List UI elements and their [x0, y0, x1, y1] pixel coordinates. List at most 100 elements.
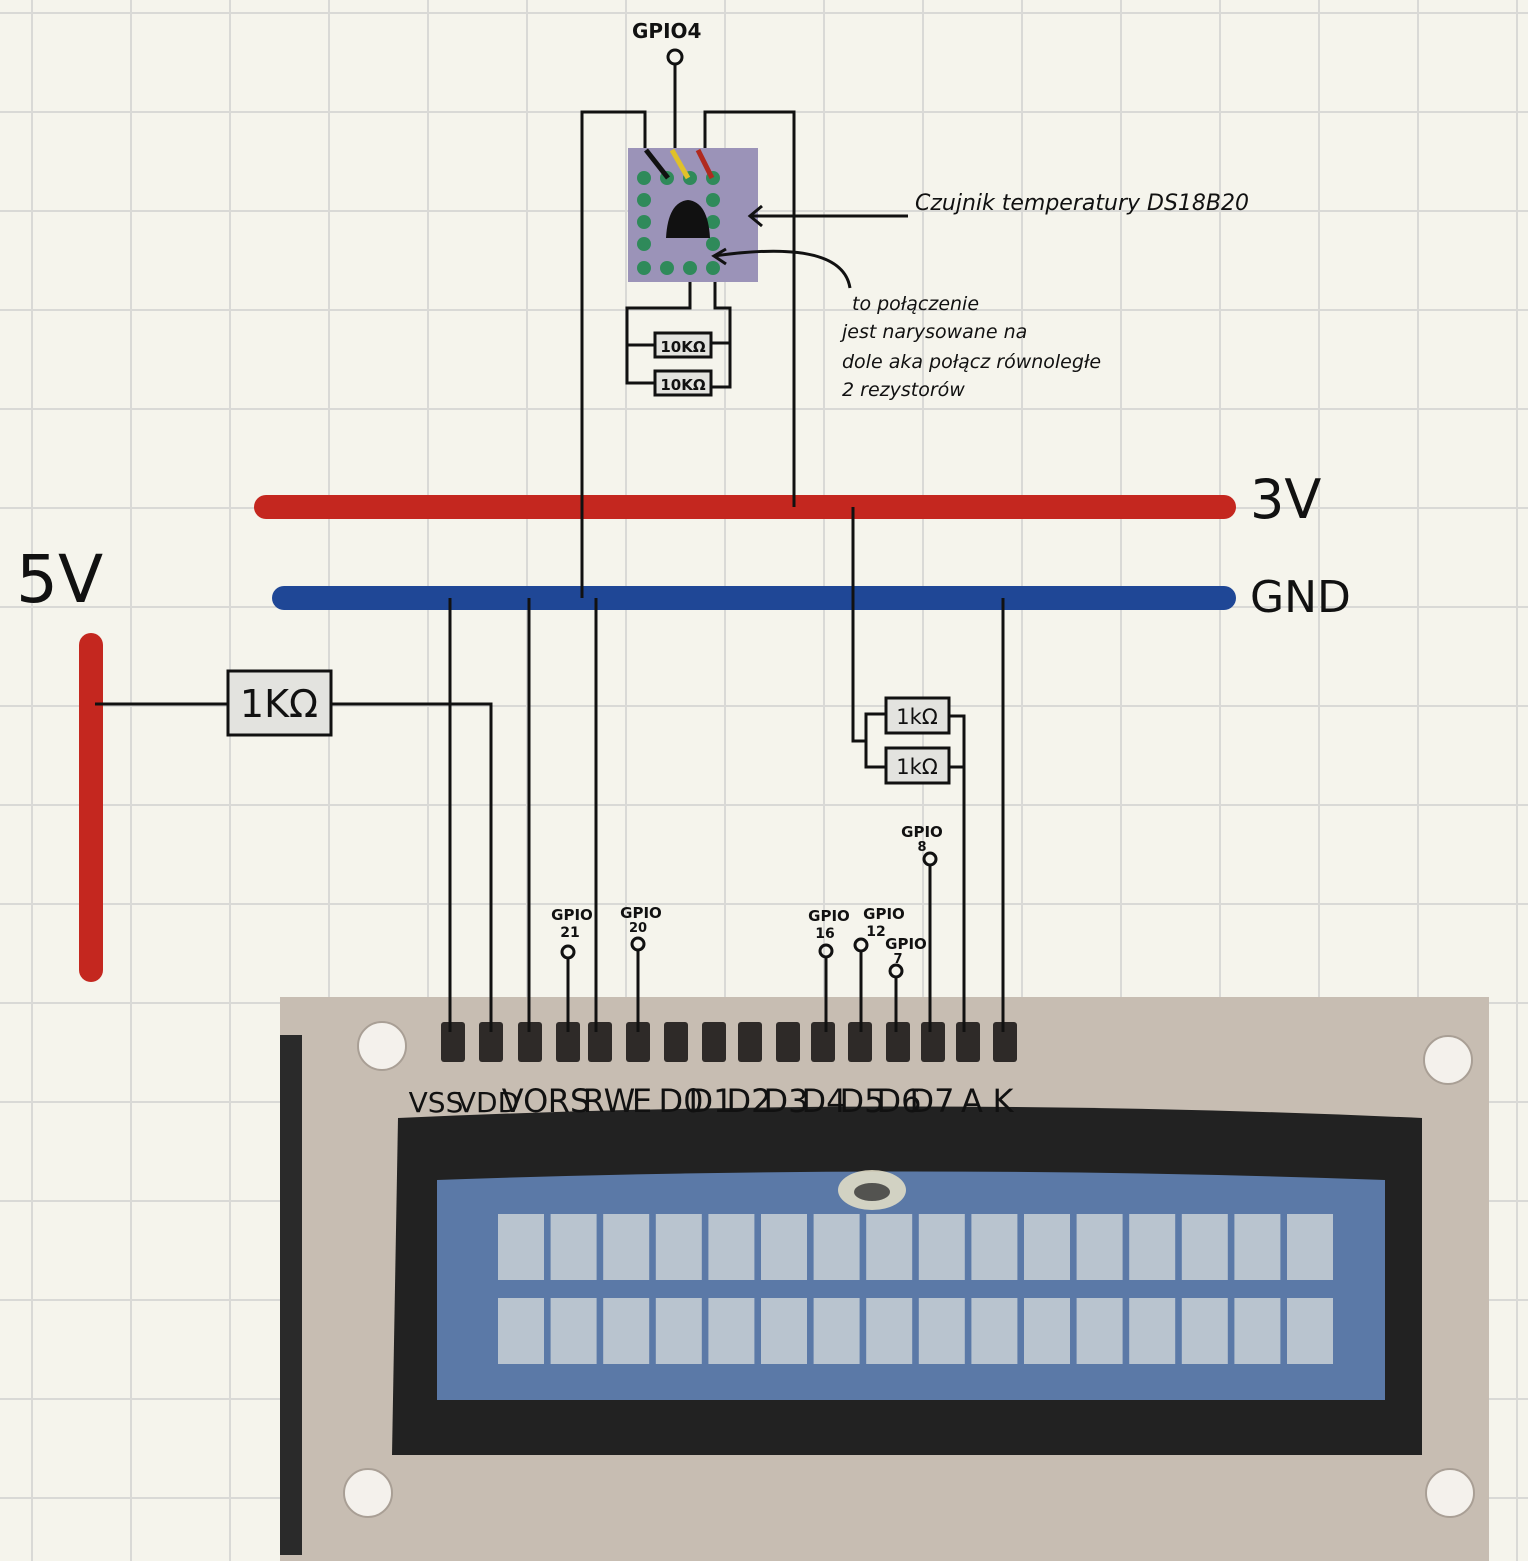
lcd-cell: [1287, 1298, 1333, 1364]
sensor-board-hole: [660, 261, 674, 275]
lcd-cell: [1024, 1214, 1070, 1280]
gpio-e-label-2: 20: [629, 921, 647, 936]
lcd-cell: [971, 1214, 1018, 1280]
sensor-board-hole: [683, 261, 697, 275]
pin-label-vdd: VDD: [457, 1086, 519, 1119]
gpio-d4: GPIO 16: [808, 907, 850, 959]
mount-hole-tl: [357, 1021, 407, 1071]
lcd-cell: [550, 1214, 597, 1280]
lcd-cell: [866, 1298, 913, 1364]
sensor-board-hole: [637, 237, 651, 251]
note-arrow: [713, 249, 852, 289]
sensor-board-hole: [706, 193, 720, 207]
lcd-cell: [1234, 1214, 1281, 1280]
gpio-d5-terminal: [853, 937, 869, 953]
gpio-d7-label-2: 8: [917, 840, 926, 855]
lcd-cell: [603, 1214, 650, 1280]
pin-label-a: A: [961, 1082, 983, 1120]
gpio-rs-label-1: GPIO: [551, 906, 593, 924]
gpio-d7-label-1: GPIO: [901, 823, 943, 841]
lcd-screen: [437, 1171, 1385, 1400]
pin-pad-d1: [702, 1022, 726, 1062]
sensor-board-hole: [637, 215, 651, 229]
sensor-pullup-resistors: [625, 282, 732, 397]
sensor-board-hole: [637, 193, 651, 207]
pin-pad-k: [993, 1022, 1017, 1062]
contrast-resistor-label: 1KΩ: [240, 682, 318, 726]
lcd-side-edge: [280, 1035, 302, 1555]
lcd-cell: [498, 1214, 544, 1280]
sensor-board-hole: [706, 237, 720, 251]
lcd-cell: [761, 1214, 807, 1280]
lcd-cell: [1129, 1298, 1176, 1364]
sensor-chip: [666, 200, 710, 238]
lcd-cell: [1129, 1214, 1176, 1280]
sensor-resistor-top-label: 10KΩ: [660, 338, 705, 356]
sensor-note-line-1: to połączenie: [852, 293, 979, 315]
rail-3v-label: 3V: [1250, 468, 1321, 531]
pin-pad-d4: [811, 1022, 835, 1062]
sensor-wiring: [580, 63, 796, 598]
pin-label-d6: D6: [877, 1082, 922, 1120]
backlight-resistor-top: [884, 696, 951, 735]
rail-gnd-label: GND: [1250, 572, 1351, 623]
sensor-board-hole: [706, 261, 720, 275]
sensor-board-holes: [637, 171, 720, 275]
lcd-module: [280, 997, 1489, 1561]
gpio-rs-terminal: [560, 944, 576, 960]
pin-pad-rw: [588, 1022, 612, 1062]
sensor-note-line-3: dole aka połącz równoległe: [842, 351, 1101, 373]
pin-pad-d5: [848, 1022, 872, 1062]
gpio-d6-terminal: [888, 963, 904, 979]
gpio-d7: GPIO 8: [901, 823, 943, 867]
contrast-resistor: [226, 669, 333, 737]
pin-label-d7: D7: [910, 1082, 955, 1120]
pin-pad-vo: [518, 1022, 542, 1062]
lcd-cell: [1076, 1214, 1123, 1280]
lcd-cell: [655, 1298, 702, 1364]
lcd-cell: [1076, 1298, 1123, 1364]
pin-label-d2: D2: [727, 1082, 772, 1120]
gpio-d6: GPIO 7: [885, 935, 927, 979]
lcd-cell: [971, 1298, 1018, 1364]
sensor-wire-yellow: [669, 148, 691, 180]
sensor-caption: Czujnik temperatury DS18B20: [915, 191, 1249, 216]
lcd-wiring: [95, 507, 1005, 1032]
pin-label-vo: VO: [502, 1082, 549, 1120]
pin-pad-vss: [441, 1022, 465, 1062]
lcd-cell: [655, 1214, 702, 1280]
gpio4-terminal: [666, 48, 684, 66]
sensor-board-hole: [637, 261, 651, 275]
pin-pad-rs: [556, 1022, 580, 1062]
gpio-e-label-1: GPIO: [620, 904, 662, 922]
sensor-note-line-4: 2 rezystorów: [842, 379, 965, 401]
pin-pad-a: [956, 1022, 980, 1062]
pin-label-k: K: [993, 1082, 1015, 1120]
gpio-d6-label-1: GPIO: [885, 935, 927, 953]
lcd-cell: [1234, 1298, 1281, 1364]
backlight-resistor-bottom: [884, 746, 951, 785]
lcd-cell: [708, 1298, 755, 1364]
pin-pad-d3: [776, 1022, 800, 1062]
gpio-rs-label-2: 21: [560, 925, 579, 941]
lcd-cell: [550, 1298, 597, 1364]
mount-hole-tr: [1423, 1035, 1473, 1085]
pin-label-e: E: [632, 1082, 652, 1120]
lcd-cell: [761, 1298, 807, 1364]
sensor-note-line-2: jest narysowane na: [839, 321, 1027, 343]
pin-label-d1: D1: [689, 1082, 734, 1120]
gpio-d4-label-1: GPIO: [808, 907, 850, 925]
pin-label-d5: D5: [840, 1082, 885, 1120]
mount-hole-br: [1425, 1468, 1475, 1518]
gpio4-label: GPIO4: [632, 19, 701, 43]
gpio-d4-terminal: [818, 943, 834, 959]
backlight-resistor-top-label: 1kΩ: [896, 705, 938, 729]
lcd-cell: [918, 1298, 965, 1364]
gpio-d5: GPIO 12: [853, 905, 905, 953]
lcd-glare: [838, 1170, 906, 1210]
lcd-character-cells: [498, 1214, 1333, 1364]
lcd-cell: [813, 1214, 860, 1280]
sensor-board-hole: [706, 215, 720, 229]
rail-5v-label: 5V: [16, 541, 103, 618]
pin-pad-d6: [886, 1022, 910, 1062]
